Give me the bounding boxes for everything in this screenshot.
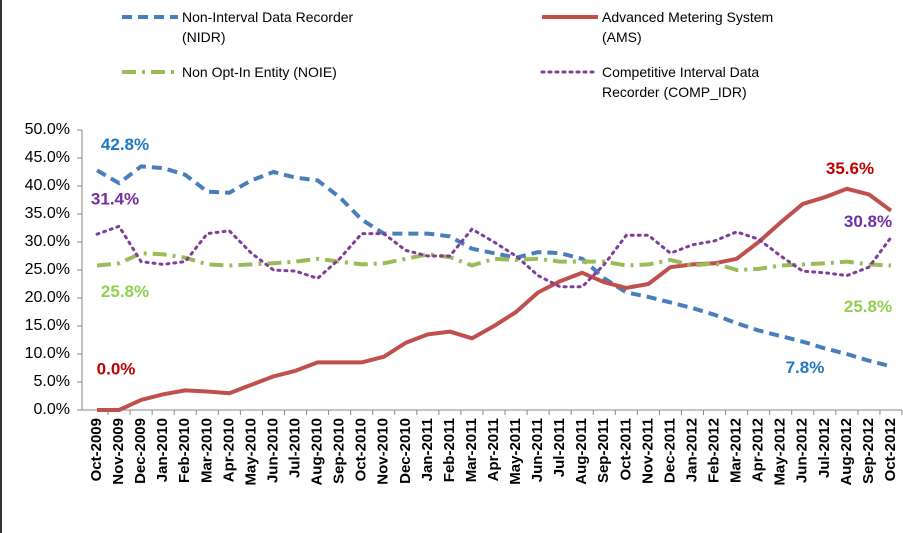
data-label: 30.8% (844, 212, 892, 231)
x-tick-label: Jun-2012 (794, 418, 811, 483)
x-tick-label: Oct-2011 (617, 418, 634, 481)
x-tick-label: Jan-2012 (683, 418, 700, 482)
data-label: 31.4% (91, 190, 139, 209)
x-tick-label: Nov-2010 (375, 418, 392, 485)
x-tick-label: Dec-2011 (661, 418, 678, 483)
x-tick-label: Aug-2012 (838, 418, 855, 486)
x-tick-label: Jan-2011 (419, 418, 436, 481)
y-tick-label: 40.0% (25, 177, 70, 194)
y-tick-label: 35.0% (25, 205, 70, 222)
x-tick-label: Feb-2012 (706, 418, 723, 483)
x-tick-label: Mar-2011 (463, 418, 480, 482)
x-tick-label: Sep-2011 (595, 418, 612, 483)
y-tick-label: 25.0% (25, 261, 70, 278)
x-tick-label: Feb-2011 (441, 418, 458, 482)
series-line (95, 224, 893, 289)
series-line (96, 164, 892, 369)
y-tick-label: 50.0% (25, 121, 70, 138)
series-line (97, 186, 893, 412)
data-label: 35.6% (826, 159, 874, 178)
legend-label: Non Opt-In Entity (NOIE) (182, 64, 337, 80)
x-tick-label: Mar-2010 (198, 418, 215, 483)
x-tick-label: May-2012 (772, 418, 789, 486)
y-tick-label: 30.0% (25, 233, 70, 250)
x-tick-label: Oct-2009 (88, 418, 105, 481)
x-tick-label: Apr-2012 (750, 418, 767, 482)
x-tick-label: Aug-2011 (573, 418, 590, 485)
series-line (96, 251, 892, 272)
x-tick-label: Feb-2010 (176, 418, 193, 483)
data-label: 25.8% (101, 282, 149, 301)
x-tick-label: Sep-2010 (331, 418, 348, 484)
y-tick-label: 10.0% (25, 345, 70, 362)
data-label: 25.8% (844, 297, 892, 316)
x-tick-label: Jul-2010 (286, 418, 303, 478)
x-tick-label: Dec-2009 (132, 418, 149, 484)
data-label: 0.0% (97, 359, 136, 378)
x-tick-label: May-2011 (507, 418, 524, 485)
x-tick-label: Nov-2011 (639, 418, 656, 484)
x-tick-label: Mar-2012 (728, 418, 745, 483)
legend-label: Non-Interval Data Recorder (NIDR) (182, 9, 354, 45)
x-tick-label: Jul-2012 (816, 418, 833, 478)
x-tick-label: Jun-2011 (529, 418, 546, 482)
legend-label: Competitive Interval Data Recorder (COMP… (602, 64, 760, 100)
y-tick-label: 45.0% (25, 149, 70, 166)
x-tick-label: Dec-2010 (397, 418, 414, 484)
x-tick-label: Oct-2010 (353, 418, 370, 481)
y-tick-label: 15.0% (25, 317, 70, 334)
x-tick-label: Sep-2012 (860, 418, 877, 484)
legend-label: Advanced Metering System (AMS) (602, 9, 774, 45)
x-tick-label: Oct-2012 (882, 418, 899, 481)
x-tick-label: May-2010 (242, 418, 259, 486)
x-tick-label: Apr-2011 (485, 418, 502, 481)
x-tick-label: Nov-2009 (110, 418, 127, 485)
x-tick-label: Apr-2010 (220, 418, 237, 482)
x-tick-label: Jan-2010 (154, 418, 171, 482)
x-tick-label: Aug-2010 (309, 418, 326, 486)
x-tick-label: Jul-2011 (551, 418, 568, 477)
data-label: 42.8% (101, 135, 149, 154)
x-tick-label: Jun-2010 (264, 418, 281, 483)
data-label: 7.8% (786, 358, 825, 377)
y-tick-label: 0.0% (34, 401, 70, 418)
y-tick-label: 20.0% (25, 289, 70, 306)
y-tick-label: 5.0% (34, 373, 70, 390)
